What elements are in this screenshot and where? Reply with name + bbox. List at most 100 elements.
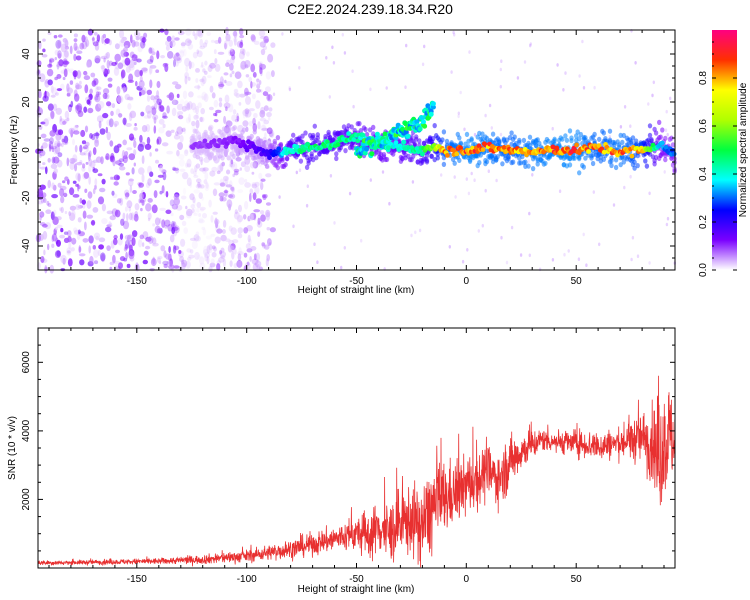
heatmap-cell (238, 177, 244, 185)
heatmap-cell (98, 244, 104, 249)
heatmap-cell (665, 128, 667, 132)
heatmap-cell (454, 195, 456, 199)
heatmap-cell (206, 32, 211, 36)
heatmap-cell (195, 68, 200, 73)
heatmap-cell (125, 58, 131, 66)
heatmap-cell (236, 157, 242, 162)
heatmap-cell (433, 123, 437, 128)
heatmap-cell (139, 135, 143, 143)
heatmap-cell (213, 113, 217, 116)
heatmap-cell (103, 58, 105, 63)
heatmap-cell (211, 40, 215, 43)
heatmap-cell (648, 192, 650, 196)
heatmap-cell (429, 112, 434, 117)
heatmap-cell (51, 235, 54, 242)
heatmap-cell (219, 192, 225, 197)
heatmap-cell (329, 95, 331, 99)
heatmap-cell (39, 214, 42, 218)
heatmap-cell (238, 233, 243, 238)
heatmap-cell (581, 40, 583, 44)
heatmap-cell (257, 121, 260, 129)
heatmap-cell (114, 54, 121, 62)
heatmap-cell (123, 86, 126, 93)
heatmap-cell (132, 167, 135, 174)
heatmap-cell (226, 184, 233, 187)
heatmap-cell (157, 256, 162, 259)
heatmap-cell (204, 172, 208, 180)
heatmap-cell (199, 218, 204, 223)
heatmap-cell (41, 134, 47, 139)
heatmap-cell (620, 140, 624, 145)
heatmap-cell (235, 71, 242, 79)
heatmap-cell (632, 236, 634, 240)
heatmap-cell (205, 180, 208, 188)
heatmap-cell (488, 169, 490, 173)
heatmap-cell (209, 244, 213, 251)
heatmap-cell (585, 263, 587, 267)
heatmap-cell (200, 39, 204, 47)
heatmap-cell (220, 155, 224, 160)
heatmap-cell (250, 134, 254, 139)
heatmap-cell (401, 140, 406, 145)
heatmap-cell (145, 105, 151, 114)
heatmap-cell (93, 167, 96, 171)
heatmap-cell (65, 111, 69, 119)
heatmap-cell (242, 120, 248, 126)
heatmap-cell (82, 199, 86, 204)
heatmap-cell (667, 217, 669, 221)
heatmap-cell (249, 108, 255, 111)
heatmap-cell (73, 194, 80, 198)
heatmap-cell (82, 163, 85, 168)
heatmap-cell (87, 108, 93, 113)
heatmap-cell (42, 162, 45, 165)
heatmap-cell (205, 40, 209, 45)
heatmap-cell (246, 74, 250, 77)
heatmap-cell (199, 192, 203, 199)
heatmap-cell (126, 172, 130, 175)
heatmap-cell (145, 203, 151, 211)
heatmap-cell (60, 196, 64, 203)
heatmap-cell (140, 76, 143, 82)
heatmap-cell (177, 142, 183, 150)
heatmap-cell (104, 73, 107, 77)
heatmap-cell (140, 208, 143, 211)
heatmap-cell (78, 185, 81, 189)
spectrogram-panel: -150 -100 -50 0 50-40-2002040 Height of stra… (9, 27, 677, 296)
heatmap-cell (227, 155, 231, 160)
heatmap-cell (234, 249, 237, 255)
heatmap-cell (56, 240, 61, 247)
heatmap-cell (299, 159, 303, 164)
heatmap-cell (60, 116, 62, 122)
heatmap-cell (71, 101, 74, 108)
heatmap-cell (235, 209, 238, 214)
heatmap-cell (60, 135, 65, 140)
heatmap-cell (159, 165, 163, 172)
heatmap-cell (325, 56, 327, 60)
heatmap-cell (98, 196, 104, 204)
heatmap-cell (431, 101, 436, 106)
heatmap-cell (64, 60, 68, 64)
heatmap-cell (86, 147, 89, 152)
heatmap-cell (204, 93, 209, 102)
heatmap-cell (55, 92, 59, 96)
heatmap-cell (268, 117, 271, 121)
heatmap-cell (82, 173, 88, 180)
heatmap-cell (121, 50, 127, 58)
heatmap-cell (253, 192, 257, 200)
heatmap-cell (240, 167, 242, 170)
heatmap-cell (405, 44, 407, 48)
heatmap-cell (552, 258, 554, 262)
heatmap-cell (471, 172, 473, 176)
heatmap-cell (118, 262, 123, 269)
heatmap-cell (171, 130, 175, 133)
heatmap-cell (147, 137, 150, 145)
heatmap-cell (174, 225, 180, 233)
heatmap-cell (195, 78, 198, 83)
heatmap-cell (159, 29, 164, 33)
spectrogram-xlabel: Height of straight line (km) (298, 285, 415, 296)
heatmap-cell (617, 144, 621, 149)
heatmap-cell (267, 227, 271, 230)
heatmap-cell (477, 160, 481, 165)
heatmap-cell (667, 133, 669, 137)
heatmap-cell (598, 243, 600, 247)
